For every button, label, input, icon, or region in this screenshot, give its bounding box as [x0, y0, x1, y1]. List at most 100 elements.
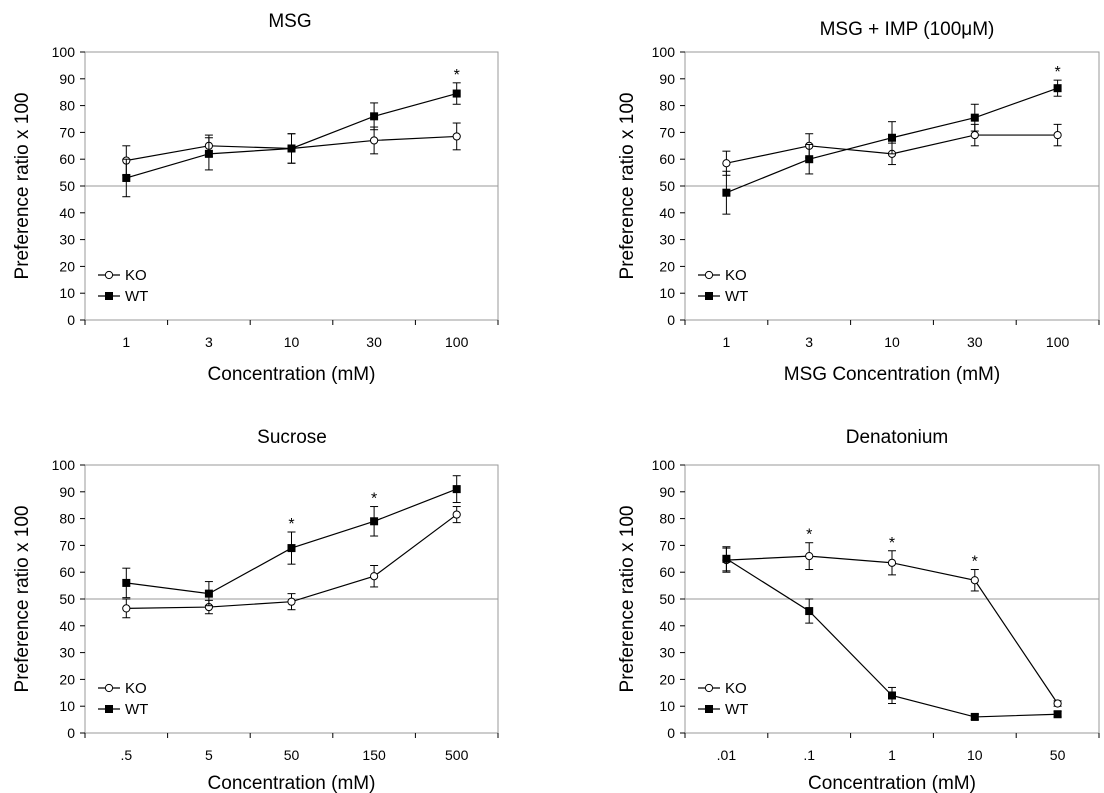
y-tick-label: 10	[59, 285, 75, 301]
significance-star: *	[889, 535, 895, 552]
data-point-wt	[370, 112, 379, 121]
y-tick-label: 90	[659, 71, 675, 87]
chart-0: 0 10 20 30 40 50 60 70 80 90 100 1 3 10 30 100 MSG Concen…	[12, 11, 499, 385]
y-tick-label: 90	[59, 484, 75, 500]
y-tick-label: 60	[59, 151, 75, 167]
data-point-wt	[122, 173, 131, 182]
series-line	[726, 558, 1058, 718]
data-point-wt	[204, 589, 213, 598]
data-point-ko	[452, 510, 461, 519]
chart-1: 0 10 20 30 40 50 60 70 80 90 100 1 3 10 30 100 MSG + IMP…	[617, 19, 1100, 385]
x-tick-label: 150	[362, 747, 386, 763]
series-line	[126, 488, 457, 595]
y-tick-label: 50	[659, 178, 675, 194]
chart-title: MSG + IMP (100μM)	[820, 19, 995, 40]
y-tick-label: 80	[59, 98, 75, 114]
y-tick-label: 80	[59, 511, 75, 527]
legend-label: KO	[725, 680, 747, 697]
significance-star: *	[288, 516, 294, 533]
data-point-ko	[722, 556, 731, 565]
plot-area-frame	[84, 51, 499, 321]
y-tick-label: 50	[59, 178, 75, 194]
y-tick-label: 50	[659, 591, 675, 607]
data-point-ko	[370, 572, 379, 581]
data-point-ko	[1053, 699, 1062, 708]
data-point-ko	[204, 602, 213, 612]
legend-marker-ko	[704, 683, 714, 693]
y-tick-label: 70	[659, 124, 675, 140]
y-tick-label: 0	[667, 312, 675, 328]
data-point-wt	[888, 691, 896, 700]
x-tick-label: 3	[805, 334, 813, 350]
series-ko	[122, 506, 461, 619]
legend-label: WT	[725, 288, 748, 305]
legend-entry-ko: KO	[698, 680, 747, 697]
legend-marker-wt	[105, 292, 113, 300]
y-tick-label: 20	[659, 258, 675, 274]
series-line	[126, 514, 458, 609]
y-tick-label: 70	[59, 537, 75, 553]
y-tick-label: 80	[659, 511, 675, 527]
y-tick-label: 100	[52, 44, 76, 60]
series-line	[126, 92, 457, 179]
legend-label: WT	[725, 701, 748, 718]
y-tick-label: 30	[59, 232, 75, 248]
data-point-wt	[452, 485, 461, 494]
legend-label: KO	[125, 680, 147, 697]
y-tick-label: 70	[59, 124, 75, 140]
data-point-wt	[722, 554, 731, 563]
x-tick-label: 10	[967, 747, 983, 763]
x-tick-label: .1	[803, 747, 815, 763]
y-axis-label: Preference ratio x 100	[617, 506, 638, 693]
legend-marker-wt	[105, 705, 113, 713]
legend-marker-ko	[104, 683, 114, 693]
y-tick-label: 60	[59, 564, 75, 580]
data-point-ko	[122, 604, 131, 613]
data-point-wt	[805, 155, 814, 164]
data-point-wt	[722, 188, 731, 197]
x-tick-label: 1	[723, 334, 731, 350]
x-axis-label: Concentration (mM)	[808, 773, 976, 793]
x-tick-label: .01	[717, 747, 737, 763]
data-point-ko	[805, 141, 814, 150]
x-axis-label: Concentration (mM)	[208, 773, 376, 793]
y-tick-label: 70	[659, 537, 675, 553]
y-tick-label: 30	[59, 645, 75, 661]
series-ko	[722, 123, 1062, 176]
data-point-wt	[122, 578, 131, 587]
data-point-wt	[970, 113, 979, 122]
y-tick-label: 100	[652, 457, 676, 473]
y-tick-label: 0	[67, 312, 75, 328]
y-tick-label: 10	[59, 698, 75, 714]
series-wt	[722, 79, 1062, 215]
x-tick-label: 500	[445, 747, 469, 763]
legend-entry-ko: KO	[698, 267, 747, 284]
y-tick-label: 0	[667, 725, 675, 741]
y-tick-label: 30	[659, 232, 675, 248]
data-point-wt	[452, 89, 461, 98]
series-ko	[122, 122, 461, 176]
y-tick-label: 40	[59, 205, 75, 221]
y-tick-label: 100	[52, 457, 76, 473]
data-point-ko	[1053, 130, 1062, 140]
chart-title: MSG	[268, 11, 311, 32]
plot-area-frame	[684, 464, 1100, 734]
x-tick-label: 10	[284, 334, 300, 350]
y-axis-label: Preference ratio x 100	[12, 506, 33, 693]
series-wt	[722, 546, 1062, 721]
x-tick-label: 50	[284, 747, 300, 763]
y-tick-label: 90	[659, 484, 675, 500]
data-point-wt	[970, 712, 979, 721]
plot-area-frame	[684, 51, 1100, 321]
x-tick-label: 100	[445, 334, 469, 350]
y-axis-label: Preference ratio x 100	[12, 93, 33, 280]
y-tick-label: 60	[659, 151, 675, 167]
y-tick-label: 20	[59, 671, 75, 687]
plot-area-frame	[84, 464, 499, 734]
data-point-ko	[287, 144, 296, 153]
legend-label: WT	[125, 288, 148, 305]
y-tick-label: 50	[59, 591, 75, 607]
data-point-ko	[452, 132, 461, 141]
